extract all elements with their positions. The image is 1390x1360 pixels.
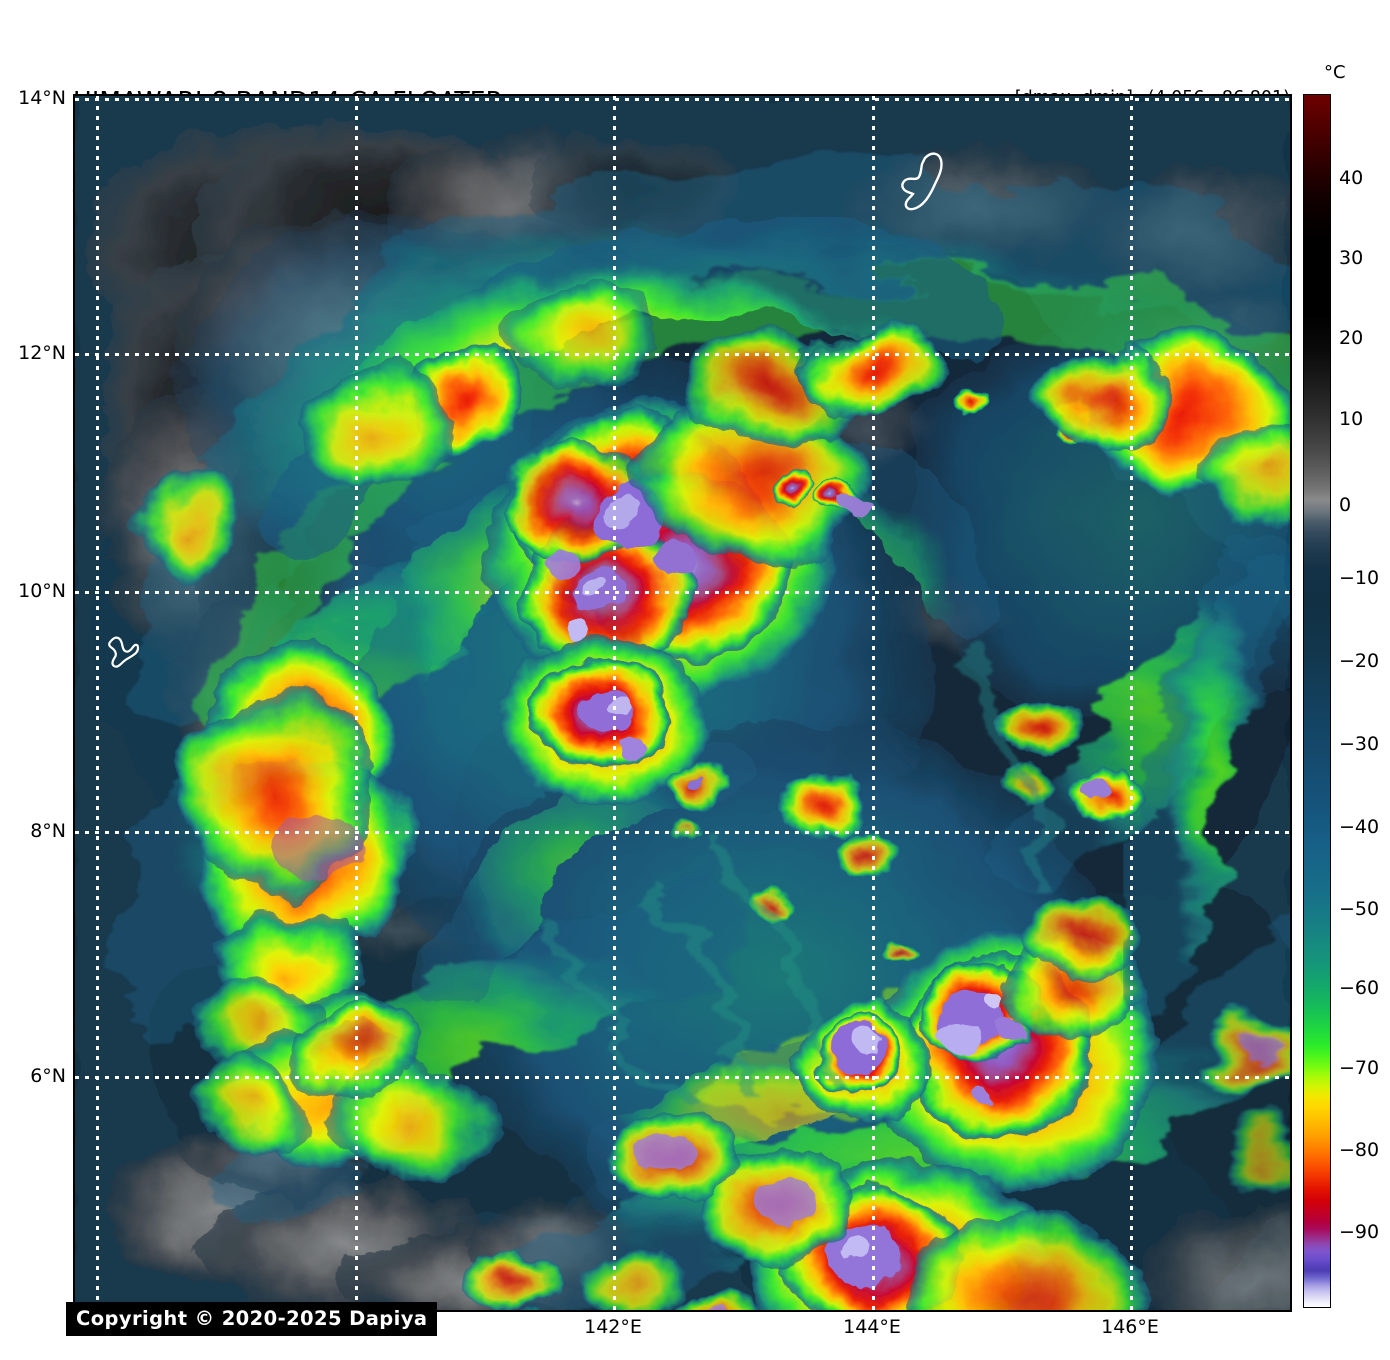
ytick-label-10n: 10°N [18, 580, 66, 602]
cbtick-10: 10 [1339, 408, 1364, 430]
cbtick-40: 40 [1339, 167, 1364, 189]
xtick-label-142e: 142°E [584, 1316, 642, 1338]
temperature-colorbar [1303, 94, 1331, 1308]
cbtick-m10: −10 [1339, 567, 1380, 589]
copyright-watermark: Copyright © 2020-2025 Dapiya [66, 1302, 438, 1336]
infrared-cloud-field [75, 96, 1290, 1310]
satellite-raster [75, 96, 1290, 1310]
guam-outline [901, 152, 943, 211]
cbtick-0: 0 [1339, 494, 1352, 516]
satellite-image-plot [73, 94, 1292, 1312]
cbtick-30: 30 [1339, 247, 1364, 269]
cbtick-m40: −40 [1339, 816, 1380, 838]
cbtick-m60: −60 [1339, 977, 1380, 999]
colorbar-unit-label: °C [1324, 62, 1346, 83]
cbtick-m90: −90 [1339, 1221, 1380, 1243]
palau-outline [108, 636, 140, 668]
cbtick-m20: −20 [1339, 650, 1380, 672]
cbtick-m80: −80 [1339, 1139, 1380, 1161]
ytick-label-8n: 8°N [30, 820, 66, 842]
cbtick-m50: −50 [1339, 898, 1380, 920]
cbtick-m30: −30 [1339, 733, 1380, 755]
coastline-overlay [108, 152, 943, 668]
cbtick-20: 20 [1339, 327, 1364, 349]
xtick-label-144e: 144°E [843, 1316, 901, 1338]
xtick-label-146e: 146°E [1101, 1316, 1159, 1338]
ytick-label-6n: 6°N [30, 1065, 66, 1087]
cbtick-m70: −70 [1339, 1057, 1380, 1079]
ytick-label-14n: 14°N [18, 87, 66, 109]
ytick-label-12n: 12°N [18, 342, 66, 364]
